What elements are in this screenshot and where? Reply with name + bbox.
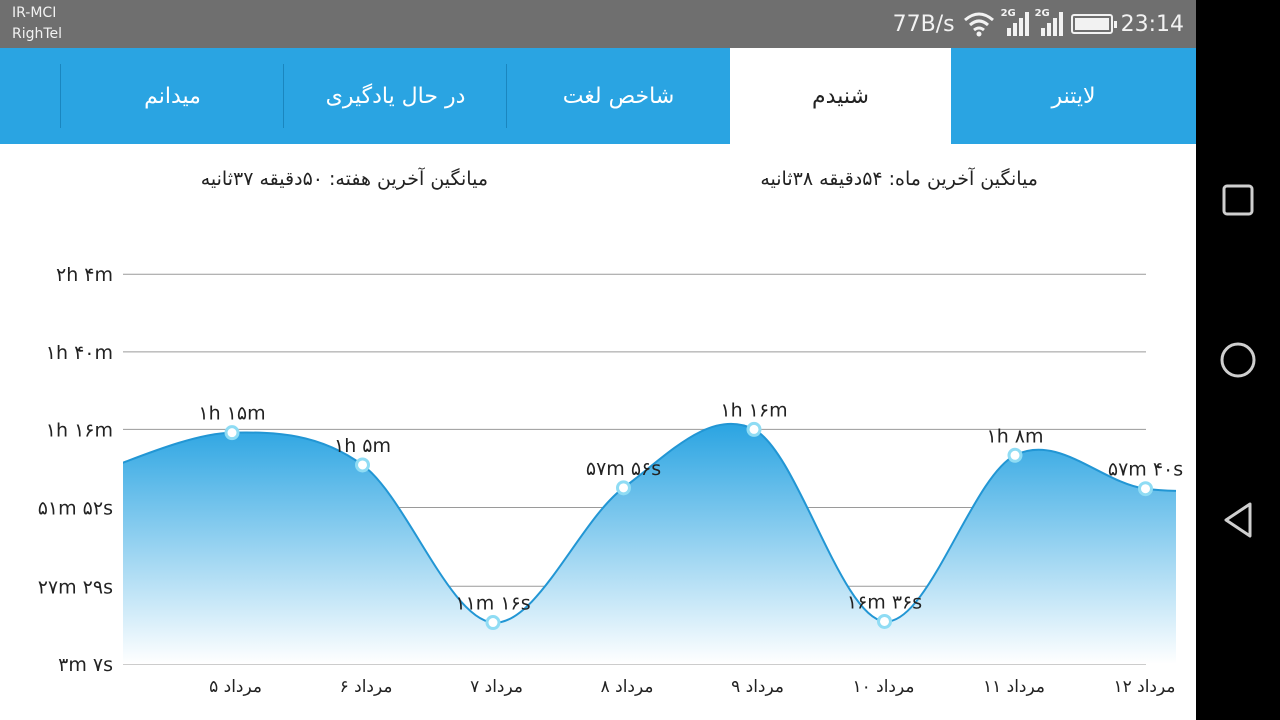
clock: 23:14	[1120, 11, 1184, 37]
data-value-label: ۱h ۱۶m	[720, 399, 787, 421]
x-tick-label: ۱۰ مرداد	[852, 677, 914, 697]
y-axis-labels: ۳m ۷s ۲۷m ۲۹s ۵۱m ۵۲s ۱h ۱۶m ۱h ۴۰m ۲h ۴m	[38, 264, 113, 676]
app-screen: IR-MCI RighTel 77B/s 2G 2G 23:14 لایتنر	[0, 0, 1196, 720]
y-tick-label: ۳m ۷s	[58, 654, 113, 676]
signal-type-label: 2G	[1000, 8, 1016, 19]
chart-area	[123, 423, 1176, 664]
signal-icon: 2G	[1000, 8, 1029, 38]
x-tick-label: ۷ مرداد	[470, 677, 523, 697]
navigation-bar	[1196, 0, 1280, 720]
signal-type-label: 2G	[1034, 8, 1050, 19]
data-point[interactable]	[355, 457, 370, 473]
tab-bar: لایتنر شنیدم شاخص لغت در حال یادگیری مید…	[0, 48, 1196, 144]
chart-line	[123, 422, 1176, 624]
x-tick-label: ۱۲ مرداد	[1113, 677, 1175, 697]
y-tick-label: ۲۷m ۲۹s	[38, 576, 113, 598]
tab-divider	[60, 64, 61, 128]
back-button[interactable]	[1214, 496, 1262, 544]
data-point[interactable]	[746, 421, 762, 437]
y-tick-label: ۱h ۴۰m	[46, 342, 113, 364]
status-bar: IR-MCI RighTel 77B/s 2G 2G 23:14	[0, 0, 1196, 48]
y-tick-label: ۱h ۱۶m	[46, 419, 113, 441]
x-axis-labels: ۵ مرداد ۶ مرداد ۷ مرداد ۸ مرداد ۹ مرداد ۱۰ مر…	[209, 677, 1175, 697]
data-value-label: ۵۷m ۴۰s	[1108, 459, 1183, 481]
x-tick-label: ۶ مرداد	[340, 677, 393, 697]
data-point[interactable]	[1007, 447, 1023, 463]
data-point[interactable]	[485, 615, 501, 631]
chart-points	[224, 421, 1153, 631]
data-point[interactable]	[877, 613, 892, 629]
tab-i-know[interactable]: میدانم	[144, 83, 201, 109]
data-value-label: ۱h ۸m	[987, 425, 1044, 447]
data-point[interactable]	[224, 425, 240, 441]
data-point[interactable]	[1138, 481, 1153, 497]
data-value-label: ۱h ۵m	[334, 435, 391, 457]
y-tick-label: ۲h ۴m	[56, 264, 113, 286]
carrier-name-1: IR-MCI	[12, 5, 57, 21]
data-value-label: ۱۱m ۱۶s	[455, 593, 530, 615]
recent-apps-button[interactable]	[1214, 176, 1262, 224]
tab-divider	[283, 64, 284, 128]
chart-value-labels: ۱h ۱۵m ۱h ۵m ۱۱m ۱۶s ۵۷m ۵۶s ۱h ۱۶m ۱۶m ۳۶s ۱h…	[198, 399, 1183, 614]
listening-time-chart: ۳m ۷s ۲۷m ۲۹s ۵۱m ۵۲s ۱h ۱۶m ۱h ۴۰m ۲h ۴m ۵ م…	[38, 264, 1183, 697]
weekly-average: میانگین آخرین هفته: ۵۰دقیقه ۳۷ثانیه	[200, 168, 488, 190]
data-point[interactable]	[616, 480, 631, 496]
status-indicators: 77B/s 2G 2G 23:14	[893, 0, 1184, 48]
carrier-name-2: RighTel	[12, 26, 63, 42]
tab-heard[interactable]: شنیدم	[730, 48, 951, 144]
network-speed: 77B/s	[892, 11, 955, 37]
x-tick-label: ۸ مرداد	[601, 677, 654, 697]
x-tick-label: ۱۱ مرداد	[983, 677, 1045, 697]
y-tick-label: ۵۱m ۵۲s	[38, 497, 113, 519]
data-value-label: ۵۷m ۵۶s	[586, 458, 661, 480]
home-button[interactable]	[1214, 336, 1262, 384]
tab-word-index[interactable]: شاخص لغت	[562, 83, 675, 109]
battery-icon	[1070, 14, 1117, 34]
data-value-label: ۱h ۱۵m	[198, 403, 265, 425]
signal-icon: 2G	[1034, 8, 1063, 38]
tab-learning[interactable]: در حال یادگیری	[325, 83, 466, 109]
tab-leitner[interactable]: لایتنر	[1051, 83, 1096, 109]
data-value-label: ۱۶m ۳۶s	[847, 591, 922, 613]
x-tick-label: ۵ مرداد	[209, 677, 262, 697]
wifi-icon	[963, 12, 994, 37]
tab-divider	[506, 64, 507, 128]
x-tick-label: ۹ مرداد	[731, 677, 784, 697]
monthly-average: میانگین آخرین ماه: ۵۴دقیقه ۳۸ثانیه	[760, 168, 1038, 190]
